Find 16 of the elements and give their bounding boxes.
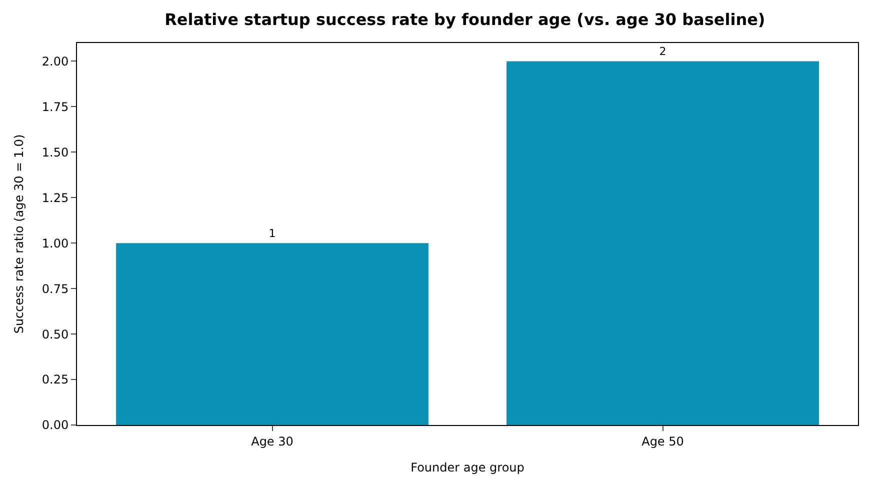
y-tick-label: 1.75 [42, 100, 69, 114]
data-label: 1 [268, 227, 276, 240]
x-tick-label: Age 30 [251, 434, 294, 448]
y-axis-title: Success rate ratio (age 30 = 1.0) [12, 134, 26, 334]
x-axis-title: Founder age group [410, 460, 524, 474]
y-tick-label: 1.50 [42, 145, 69, 160]
chart-title: Relative startup success rate by founder age (vs. age 30 baseline) [164, 10, 766, 29]
y-tick-label: 0.50 [42, 327, 69, 342]
y-tick-label: 0.75 [42, 282, 69, 296]
y-tick-label: 1.25 [42, 190, 69, 205]
x-tick-label: Age 50 [642, 434, 684, 448]
y-tick-label: 2.00 [42, 54, 69, 68]
y-tick-label: 1.00 [42, 236, 69, 250]
y-tick-label: 0.25 [42, 372, 69, 387]
y-tick-label: 0.00 [42, 418, 69, 432]
data-label: 2 [659, 45, 666, 58]
